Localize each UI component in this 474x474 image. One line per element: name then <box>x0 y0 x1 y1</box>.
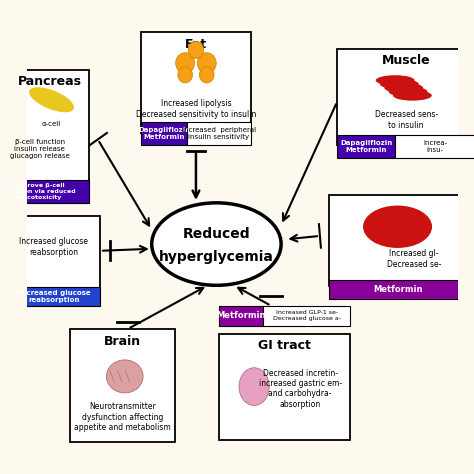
Text: α-cell: α-cell <box>42 121 61 127</box>
Text: Decreased glucose
reabsorption: Decreased glucose reabsorption <box>16 291 91 303</box>
Ellipse shape <box>389 87 428 97</box>
Circle shape <box>200 67 214 83</box>
Text: hyperglycemia: hyperglycemia <box>159 250 274 264</box>
Text: Pancreas: Pancreas <box>18 75 82 88</box>
FancyBboxPatch shape <box>0 70 89 190</box>
Ellipse shape <box>152 203 281 285</box>
Text: Decreased sens-
to insulin: Decreased sens- to insulin <box>374 110 438 130</box>
Circle shape <box>178 67 192 83</box>
Text: Dapagliflozin
Metformin: Dapagliflozin Metformin <box>340 140 392 153</box>
Text: β-cell function
insulin release
glucagon release: β-cell function insulin release glucagon… <box>10 139 70 159</box>
Text: Dapagliflozin
Metformin: Dapagliflozin Metformin <box>138 128 190 140</box>
Circle shape <box>176 53 195 73</box>
FancyBboxPatch shape <box>141 122 187 145</box>
FancyBboxPatch shape <box>141 32 251 133</box>
FancyBboxPatch shape <box>0 180 89 203</box>
Text: GI tract: GI tract <box>258 339 311 352</box>
Text: Decreased incretin-
increased gastric em-
and carbohydra-
absorption: Decreased incretin- increased gastric em… <box>258 369 342 409</box>
Text: Neurotransmitter
dysfunction affecting
appetite and metabolism: Neurotransmitter dysfunction affecting a… <box>74 402 171 432</box>
FancyBboxPatch shape <box>7 216 100 293</box>
FancyBboxPatch shape <box>395 135 474 158</box>
FancyBboxPatch shape <box>7 287 100 306</box>
FancyBboxPatch shape <box>328 280 466 299</box>
Circle shape <box>197 53 216 73</box>
FancyBboxPatch shape <box>328 195 466 286</box>
Text: Fat: Fat <box>185 37 207 51</box>
Text: Increased glucose
reabsorption: Increased glucose reabsorption <box>19 237 88 256</box>
Ellipse shape <box>239 368 269 405</box>
Text: Metformin: Metformin <box>373 285 422 294</box>
FancyBboxPatch shape <box>337 48 474 145</box>
FancyBboxPatch shape <box>187 122 251 145</box>
Ellipse shape <box>384 83 423 93</box>
Ellipse shape <box>380 79 419 89</box>
Text: Increased  peripheral
insulin sensitivity: Increased peripheral insulin sensitivity <box>182 128 256 140</box>
Ellipse shape <box>393 90 432 100</box>
Text: Increased lipolysis
Decreased sensitivity to insulin: Increased lipolysis Decreased sensitivit… <box>136 100 256 118</box>
FancyBboxPatch shape <box>219 334 350 439</box>
Text: Brain: Brain <box>104 335 141 347</box>
Text: Metformin: Metformin <box>216 311 266 320</box>
FancyBboxPatch shape <box>263 306 350 326</box>
Text: Increa-
insu-: Increa- insu- <box>423 140 447 153</box>
Ellipse shape <box>29 87 74 112</box>
Text: Improve β-cell
function via reduced
glucotoxicity: Improve β-cell function via reduced gluc… <box>3 183 76 200</box>
FancyBboxPatch shape <box>70 329 175 442</box>
Circle shape <box>188 41 204 58</box>
Text: Increased gl-
Decreased se-: Increased gl- Decreased se- <box>387 249 441 269</box>
Ellipse shape <box>363 206 432 248</box>
Text: Increased GLP-1 se-
Decreased glucose a-: Increased GLP-1 se- Decreased glucose a- <box>273 310 341 321</box>
FancyBboxPatch shape <box>337 135 395 158</box>
Ellipse shape <box>376 75 415 86</box>
Text: Reduced: Reduced <box>182 227 250 241</box>
Text: Muscle: Muscle <box>382 54 430 67</box>
FancyBboxPatch shape <box>219 306 263 326</box>
Ellipse shape <box>107 360 143 393</box>
